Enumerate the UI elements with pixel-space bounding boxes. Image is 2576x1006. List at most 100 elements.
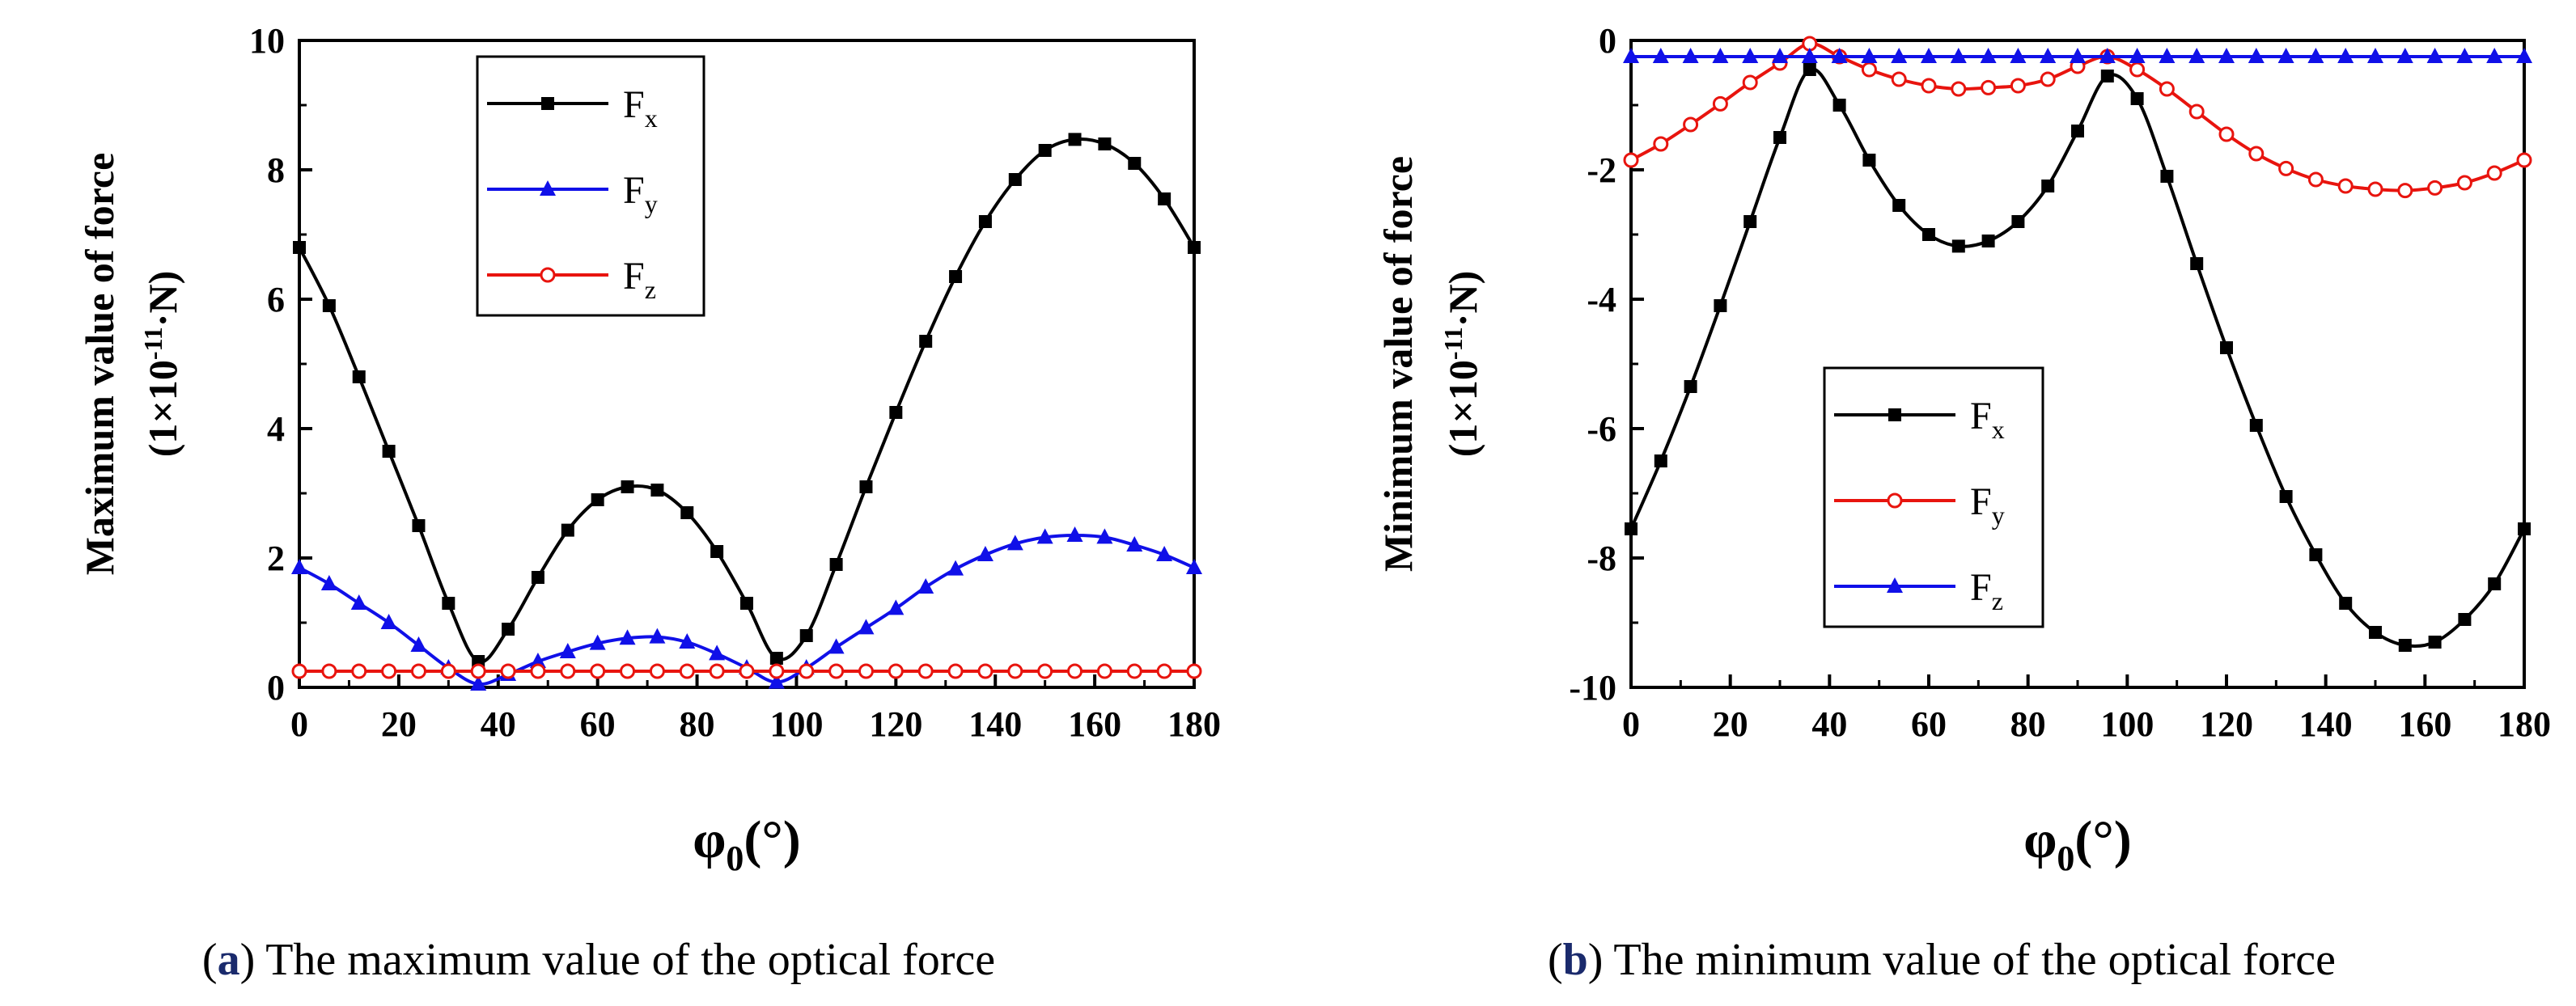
data-point-fz [679, 663, 695, 679]
data-point-fx [1008, 173, 1022, 186]
data-point-fx [2458, 613, 2472, 626]
data-point-fz [351, 663, 367, 679]
data-point-fz [1921, 48, 1937, 63]
data-point-fz [321, 663, 337, 679]
panel-caption: (b) The minimum value of the optical for… [1548, 935, 2336, 985]
data-point-fx [293, 241, 306, 254]
data-point-fx [769, 652, 783, 665]
x-tick-label: 180 [2498, 704, 2551, 744]
x-tick-label: 40 [1811, 704, 1847, 744]
data-point-fz [2218, 48, 2235, 63]
data-point-fy [858, 619, 875, 635]
x-tick-label: 180 [1167, 704, 1221, 744]
caption-tag: a [218, 935, 240, 985]
panel-caption: (a) The maximum value of the optical for… [202, 935, 995, 985]
chart-panel-a: 0 20 40 60 80 100 120 140 160 180 0 2 4 6 8 10 Fx Fy Fz φ0(… [77, 21, 1221, 985]
data-point-fz [1891, 48, 1908, 63]
data-point-fz [1126, 663, 1142, 679]
data-point-fy [2456, 175, 2472, 191]
data-point-fy [888, 599, 905, 615]
data-point-fx [1922, 228, 1935, 241]
data-point-fx [710, 545, 724, 558]
data-point-fx [2339, 597, 2353, 610]
legend-marker-fx [541, 97, 554, 110]
data-point-fx [2279, 490, 2293, 503]
data-point-fx [591, 493, 604, 506]
data-point-fy [947, 560, 964, 576]
data-point-fz [1950, 48, 1967, 63]
legend-marker-fy [1887, 492, 1903, 509]
data-point-fy [917, 578, 934, 594]
data-point-fy [1066, 526, 1083, 542]
data-point-fy [1623, 152, 1639, 168]
data-point-fz [620, 663, 636, 679]
data-point-fz [500, 663, 516, 679]
data-point-fy [380, 614, 397, 629]
data-point-fz [1980, 48, 1997, 63]
data-point-fy [1981, 79, 1997, 95]
data-point-fx [740, 597, 753, 610]
data-point-fx [2428, 636, 2442, 649]
data-point-fy [2188, 104, 2205, 120]
caption-paren-open: ( [1548, 935, 1563, 985]
data-point-fx [1098, 137, 1112, 150]
data-point-fx [531, 571, 544, 584]
data-point-fy [1036, 528, 1053, 544]
data-point-fy [2218, 126, 2235, 142]
data-point-fx [502, 623, 515, 636]
y-tick-label: 8 [267, 150, 285, 190]
x-tick-label: 0 [290, 704, 308, 744]
data-point-fz [1682, 48, 1699, 63]
data-point-fx [799, 629, 813, 642]
data-point-fx [889, 406, 903, 419]
x-tick-label: 80 [680, 704, 715, 744]
series-fz [1623, 48, 2532, 63]
data-point-fy [977, 546, 994, 561]
data-point-fz [2516, 48, 2532, 63]
data-point-fx [2398, 639, 2412, 652]
x-tick-label: 140 [968, 704, 1022, 744]
data-point-fx [2071, 125, 2084, 137]
data-point-fx [352, 370, 366, 383]
caption-tag: b [1563, 935, 1588, 985]
data-point-fz [858, 663, 874, 679]
data-point-fy [1683, 116, 1699, 133]
data-point-fz [1861, 48, 1878, 63]
y-tick-label: -10 [1569, 668, 1616, 708]
data-point-fy [1096, 528, 1113, 544]
legend-label-fz: Fz [1970, 566, 2003, 615]
data-point-fz [2010, 48, 2027, 63]
data-point-fx [1803, 63, 1816, 76]
legend: Fx Fy Fz [476, 55, 705, 317]
data-point-fy [709, 645, 726, 661]
data-point-fy [1742, 74, 1758, 91]
data-point-fz [739, 663, 755, 679]
data-point-fx [412, 519, 426, 532]
x-tick-label: 40 [481, 704, 516, 744]
data-point-fz [410, 663, 426, 679]
data-point-fz [2099, 48, 2116, 63]
data-point-fy [1156, 546, 1173, 561]
x-tick-label: 20 [381, 704, 417, 744]
data-point-fx [680, 506, 694, 519]
series-fx [293, 133, 1201, 668]
data-point-fx [1625, 522, 1638, 535]
chart-panel-b: 0 20 40 60 80 100 120 140 160 180 -10 -8 -6 -4 -2 0 Fx Fy… [1375, 21, 2551, 985]
x-tick-label: 120 [2200, 704, 2253, 744]
data-point-fz [888, 663, 904, 679]
data-point-fz [709, 663, 725, 679]
data-point-fz [2367, 48, 2383, 63]
legend-marker-fz [1887, 577, 1903, 593]
data-point-fy [410, 636, 427, 652]
data-point-fy [2010, 78, 2026, 94]
data-point-fy [559, 643, 576, 658]
legend-label-fz: Fz [623, 255, 656, 304]
data-point-fz [1712, 48, 1729, 63]
data-point-fy [320, 575, 337, 590]
data-point-fz [590, 663, 606, 679]
x-tick-label: 80 [2010, 704, 2046, 744]
data-point-fz [2277, 48, 2294, 63]
data-point-fy [1921, 78, 1937, 94]
data-point-fz [1067, 663, 1083, 679]
